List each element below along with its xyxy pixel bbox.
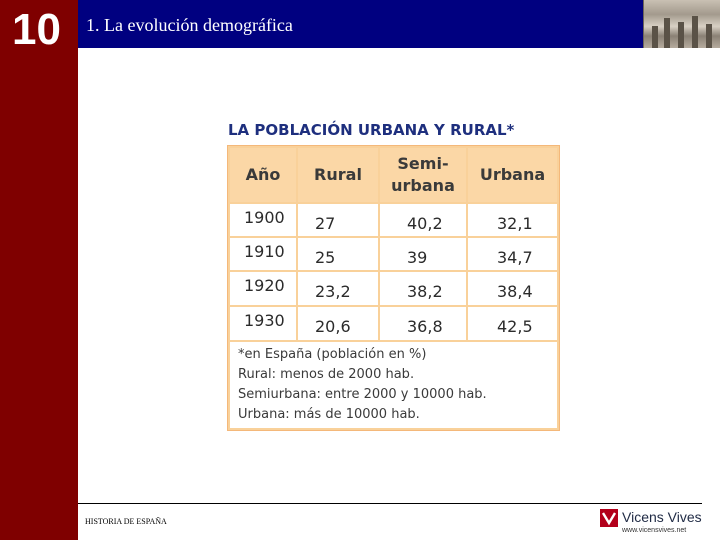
table-cell-year: 1930 <box>230 307 296 340</box>
population-table: Año Rural Semi-urbana Urbana 1900 27 40,… <box>227 145 560 431</box>
table-cell-semiurbana: 36,8 <box>380 307 466 340</box>
footnote-line: Semiurbana: entre 2000 y 10000 hab. <box>238 387 487 402</box>
footnote-line: *en España (población en %) <box>238 347 427 362</box>
table-footnotes: *en España (población en %) Rural: menos… <box>230 342 557 428</box>
historical-photo-icon <box>643 0 720 48</box>
table-cell-rural: 25 <box>298 238 378 270</box>
vicens-vives-logo-icon <box>600 509 618 527</box>
footer-divider <box>78 503 702 504</box>
footnote-line: Urbana: más de 10000 hab. <box>238 407 420 422</box>
table-cell-semiurbana: 39 <box>380 238 466 270</box>
logo-url: www.vicensvives.net <box>622 527 687 534</box>
header-rural: Rural <box>298 148 378 202</box>
table-cell-semiurbana: 38,2 <box>380 272 466 305</box>
table-cell-urbana: 42,5 <box>468 307 557 340</box>
table-title: LA POBLACIÓN URBANA Y RURAL* <box>228 121 515 139</box>
table-cell-year: 1910 <box>230 238 296 270</box>
footnote-line: Rural: menos de 2000 hab. <box>238 367 415 382</box>
table-cell-urbana: 34,7 <box>468 238 557 270</box>
table-cell-rural: 27 <box>298 204 378 236</box>
table-cell-rural: 20,6 <box>298 307 378 340</box>
table-cell-rural: 23,2 <box>298 272 378 305</box>
slide-header: 1. La evolución demográfica <box>78 0 720 48</box>
header-urbana: Urbana <box>468 148 557 202</box>
header-semiurbana: Semi-urbana <box>380 148 466 202</box>
table-cell-year: 1900 <box>230 204 296 236</box>
table-cell-semiurbana: 40,2 <box>380 204 466 236</box>
header-year: Año <box>230 148 296 202</box>
footer-label: HISTORIA DE ESPAÑA <box>85 517 167 526</box>
table-cell-year: 1920 <box>230 272 296 305</box>
header-semiurbana-label-1: Semi- <box>397 154 449 173</box>
table-cell-urbana: 38,4 <box>468 272 557 305</box>
chapter-number: 10 <box>12 5 61 54</box>
publisher-logo: Vicens Vives www.vicensvives.net <box>600 508 704 538</box>
chapter-sidebar: 10 <box>0 0 78 540</box>
header-semiurbana-label-2: urbana <box>391 176 455 195</box>
table-cell-urbana: 32,1 <box>468 204 557 236</box>
slide-title: 1. La evolución demográfica <box>86 15 293 35</box>
logo-name: Vicens Vives <box>622 509 702 525</box>
